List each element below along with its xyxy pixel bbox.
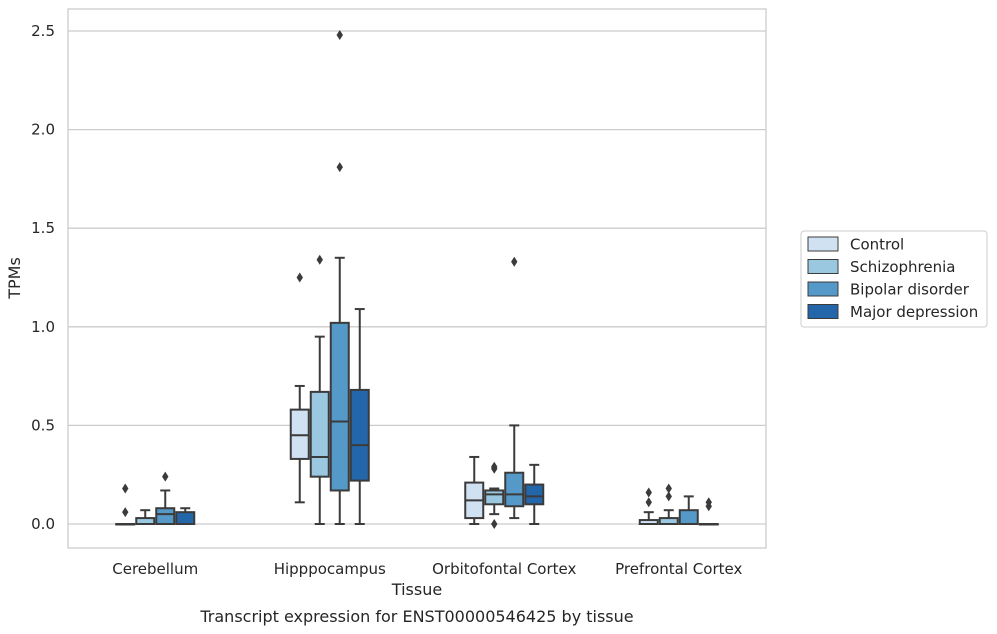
legend-swatch [807,281,839,297]
box-group [484,461,505,529]
legend-frame [800,230,988,328]
y-tick-label: 0.0 [31,515,55,533]
boxes-layer [115,29,719,529]
x-axis-label: Tissue [391,580,442,599]
box [484,489,505,506]
outlier-point [511,256,518,267]
box [349,388,370,482]
outlier-point [122,507,129,518]
outlier-point [665,483,672,494]
y-tick-labels: 0.0 0.5 1.0 1.5 2.0 2.5 [31,22,55,533]
box-group [504,256,525,520]
outlier-point [665,491,672,502]
box-group [155,471,176,525]
y-axis-label: TPMs [5,257,24,300]
box-group [678,495,699,526]
y-tick-label: 1.5 [31,219,55,237]
box-group [115,483,136,526]
legend-label: Major depression [850,303,978,321]
legend-label: Schizophrenia [850,258,955,276]
legend-swatch [807,259,839,274]
outlier-point [645,487,652,498]
box-group [289,272,310,504]
box-group [658,483,679,525]
y-tick-label: 0.5 [31,416,55,434]
box-group [638,487,659,526]
x-tick-label: Hipppocampus [274,560,386,578]
box [329,321,350,492]
outlier-point [162,471,169,482]
legend-swatch [807,304,839,319]
outlier-point [705,497,712,508]
legend: Control Schizophrenia Bipolar disorder Majo… [800,230,988,328]
x-tick-label: Prefrontal Cortex [615,560,742,578]
outlier-point [491,461,498,472]
chart-caption: Transcript expression for ENST0000054642… [199,607,633,626]
outlier-point [645,497,652,508]
x-tick-label: Orbitofontal Cortex [432,560,576,578]
box [678,509,699,526]
box [524,483,545,506]
outlier-point [491,519,498,529]
legend-swatch [807,236,839,252]
y-tick-label: 2.5 [31,22,55,40]
box [155,507,176,525]
box-group [329,29,350,525]
box [309,390,330,478]
x-tick-label: Cerebellum [112,560,198,578]
outlier-point [336,29,343,40]
x-tick-labels: Cerebellum Hipppocampus Orbitofontal Corte… [112,560,742,578]
box-group [349,308,370,525]
box-group [175,507,196,526]
outlier-point [122,483,129,494]
box-group [524,463,545,525]
box-group [309,254,330,525]
box-group [464,455,485,525]
grid-lines [68,30,766,525]
box [175,511,196,526]
box-group [698,497,719,526]
outlier-point [316,254,323,265]
legend-label: Control [850,236,904,254]
box-group [135,509,156,525]
y-tick-label: 2.0 [31,121,55,139]
y-tick-label: 1.0 [31,318,55,336]
outlier-point [296,272,303,283]
plot-frame [67,8,767,549]
outlier-point [336,162,343,173]
box [504,471,525,508]
legend-label: Bipolar disorder [850,281,970,299]
